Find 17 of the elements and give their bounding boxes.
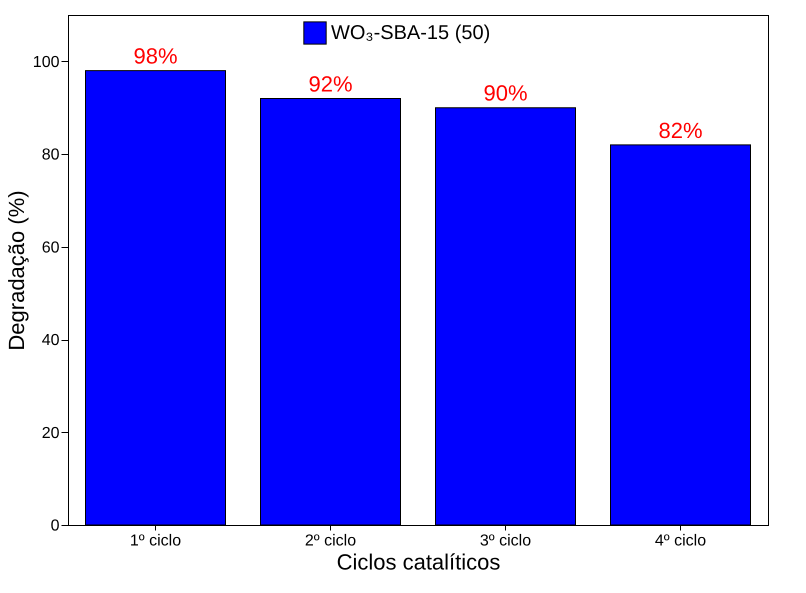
data-label: 90% bbox=[483, 80, 528, 106]
x-axis-title: Ciclos catalíticos bbox=[336, 550, 500, 574]
x-tick-label: 2º ciclo bbox=[304, 532, 356, 550]
data-label: 98% bbox=[133, 44, 178, 69]
data-label: 82% bbox=[658, 118, 703, 143]
y-tick-label: 100 bbox=[32, 54, 60, 71]
data-label: 92% bbox=[308, 71, 353, 96]
y-tick-label: 60 bbox=[42, 239, 60, 256]
y-tick-label: 0 bbox=[50, 518, 60, 534]
y-tick-label: 20 bbox=[42, 424, 60, 442]
y-axis-title: Degradação (%) bbox=[4, 190, 29, 351]
x-tick-label: 4º ciclo bbox=[654, 532, 706, 550]
x-tick-label: 3º ciclo bbox=[480, 532, 532, 550]
legend-label: WO₃-SBA-15 (50) bbox=[331, 22, 490, 44]
y-tick-label: 80 bbox=[42, 146, 60, 164]
x-tick-label: 1º ciclo bbox=[130, 532, 182, 550]
y-tick-label: 40 bbox=[42, 332, 60, 350]
